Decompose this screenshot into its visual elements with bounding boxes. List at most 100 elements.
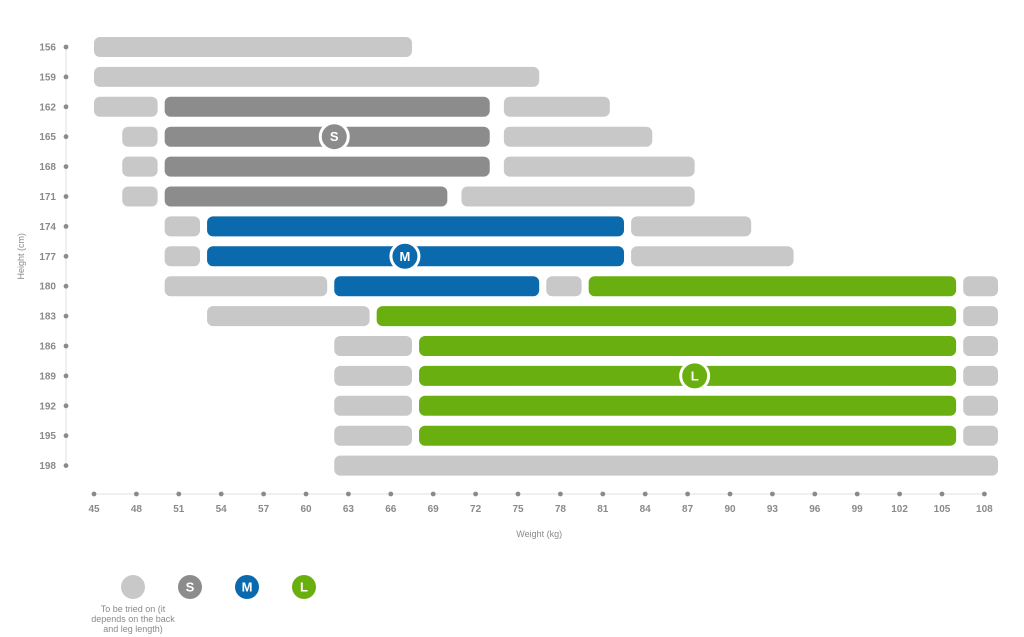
size-badge-s (318, 121, 350, 153)
bar-try-on (963, 395, 998, 416)
bar-try-on (334, 395, 412, 416)
y-axis-title: Height (cm) (16, 233, 26, 280)
x-tick-label: 66 (385, 504, 397, 515)
bar-try-on (164, 246, 200, 267)
x-tick-dot (642, 491, 648, 497)
x-tick-dot (558, 491, 563, 497)
x-tick-dot (388, 491, 394, 497)
x-axis-title: Weight (kg) (516, 529, 562, 539)
bar-try-on (94, 96, 158, 117)
x-tick-label: 72 (470, 504, 482, 515)
bar-try-on (631, 246, 794, 267)
x-tick-label: 96 (809, 504, 821, 515)
x-tick-dot (600, 491, 606, 497)
x-tick-label: 54 (216, 504, 228, 515)
y-tick-dot (63, 224, 69, 229)
x-tick-label: 69 (428, 504, 440, 515)
legend-swatch-try-on (121, 575, 145, 599)
x-tick-dot (218, 491, 224, 497)
x-tick-label: 48 (131, 504, 143, 515)
y-tick-label: 156 (39, 43, 56, 54)
x-tick-label: 108 (976, 504, 993, 515)
x-tick-dot (982, 491, 987, 497)
y-tick-dot (63, 134, 69, 140)
legend-symbol: M (242, 580, 253, 595)
size-badge-m (389, 240, 421, 272)
bar-try-on (963, 336, 998, 356)
y-tick-label: 189 (39, 371, 56, 382)
bar-try-on (631, 216, 752, 237)
size-badges-layer: S M L (318, 121, 711, 392)
bar-size-m (334, 276, 540, 297)
x-tick-dot (727, 491, 733, 497)
y-tick-label: 177 (39, 252, 56, 263)
bar-try-on (334, 425, 412, 446)
y-tick-dot (63, 343, 69, 349)
y-tick-label: 195 (39, 431, 56, 442)
y-tick-label: 168 (39, 162, 56, 173)
x-tick-dot (430, 491, 436, 497)
x-tick-dot (261, 491, 266, 497)
legend-swatch-s (178, 575, 202, 599)
bar-try-on (503, 96, 610, 117)
x-tick-label: 99 (852, 504, 864, 515)
legend-symbol: S (186, 580, 195, 595)
y-tick-dot (63, 44, 69, 50)
y-tick-label: 171 (39, 192, 56, 203)
x-tick-dot (473, 491, 478, 497)
y-tick-label: 162 (39, 102, 56, 113)
bars-layer (94, 37, 998, 476)
y-tick-label: 180 (39, 282, 56, 293)
x-tick-label: 84 (640, 504, 652, 515)
bar-size-s (164, 96, 490, 117)
x-tick-label: 45 (88, 504, 100, 515)
x-tick-dot (939, 491, 945, 497)
x-tick-label: 90 (724, 504, 736, 515)
x-tick-dot (134, 491, 139, 497)
x-tick-dot (346, 491, 351, 497)
x-tick-dot (91, 491, 97, 497)
x-tick-label: 75 (512, 504, 524, 515)
y-tick-label: 183 (39, 312, 56, 323)
y-tick-dot (63, 253, 69, 259)
bar-try-on (207, 306, 370, 327)
bar-size-s (164, 156, 490, 177)
y-tick-dot (63, 403, 69, 409)
y-tick-dot (63, 463, 69, 468)
y-tick-label: 186 (39, 342, 56, 353)
y-tick-dot (63, 373, 69, 379)
bar-try-on (461, 186, 695, 207)
legend: S M L To be tried on (it depends on the back… (91, 575, 316, 634)
bar-try-on (94, 37, 412, 57)
bar-size-l (419, 395, 957, 416)
x-tick-dot (176, 491, 182, 497)
size-badge-label: L (691, 368, 699, 383)
bar-try-on (963, 365, 998, 386)
bar-size-l (419, 425, 957, 446)
size-badge-label: S (330, 129, 339, 144)
bar-try-on (963, 306, 998, 327)
x-tick-label: 87 (682, 504, 694, 515)
x-tick-label: 51 (173, 504, 185, 515)
bar-try-on (122, 186, 158, 207)
bar-try-on (963, 276, 998, 297)
bar-size-l (588, 276, 957, 297)
y-axis: 156 159 162 165 168 171 174 177 180 183 186 189 192 1… (39, 43, 69, 472)
size-badge-label: M (400, 249, 411, 264)
x-tick-label: 81 (597, 504, 609, 515)
bar-try-on (334, 365, 412, 386)
y-tick-label: 192 (39, 401, 56, 412)
legend-swatch-m (235, 575, 259, 599)
x-axis: 45 48 51 54 57 60 63 66 69 72 75 78 81 84 87 90 93 96 99 10… (88, 491, 993, 515)
x-tick-dot (854, 491, 860, 497)
x-tick-label: 78 (555, 504, 567, 515)
y-tick-dot (63, 313, 69, 319)
bar-try-on (963, 425, 998, 446)
x-tick-dot (515, 491, 521, 497)
bar-try-on (122, 156, 158, 177)
x-tick-label: 60 (300, 504, 312, 515)
y-tick-dot (63, 194, 69, 199)
x-tick-dot (897, 491, 902, 497)
y-tick-dot (63, 164, 69, 170)
x-tick-label: 57 (258, 504, 270, 515)
